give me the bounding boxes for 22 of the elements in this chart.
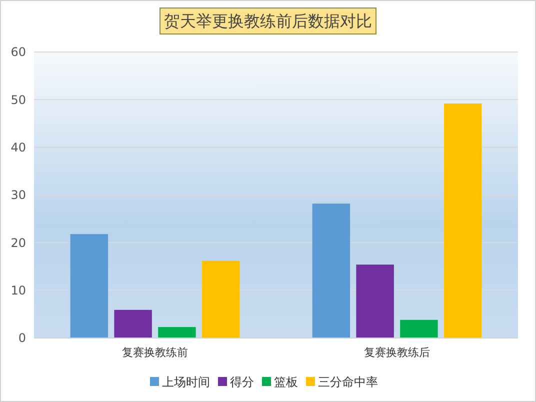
chart-title: 贺天举更换教练前后数据对比 [164,12,372,31]
legend-label: 三分命中率 [318,375,378,390]
legend-label: 篮板 [274,375,298,390]
bar [114,310,152,338]
legend-label: 得分 [230,375,254,390]
bar [202,260,240,338]
legend-label: 上场时间 [162,375,210,390]
y-tick-label: 30 [10,188,26,202]
bar [400,320,438,338]
y-tick-label: 40 [10,140,26,155]
bar [444,103,482,338]
y-tick-label: 50 [10,92,26,107]
y-tick-label: 10 [10,284,26,298]
bar [312,204,350,338]
bar [158,327,196,338]
y-tick-label: 60 [10,45,26,60]
x-tick-label: 复赛换教练前 [122,346,188,359]
x-tick-label: 复赛换教练后 [364,346,430,359]
bar [70,234,108,338]
bar [356,264,394,338]
y-tick-label: 20 [10,236,26,250]
y-tick-label: 0 [18,331,26,346]
